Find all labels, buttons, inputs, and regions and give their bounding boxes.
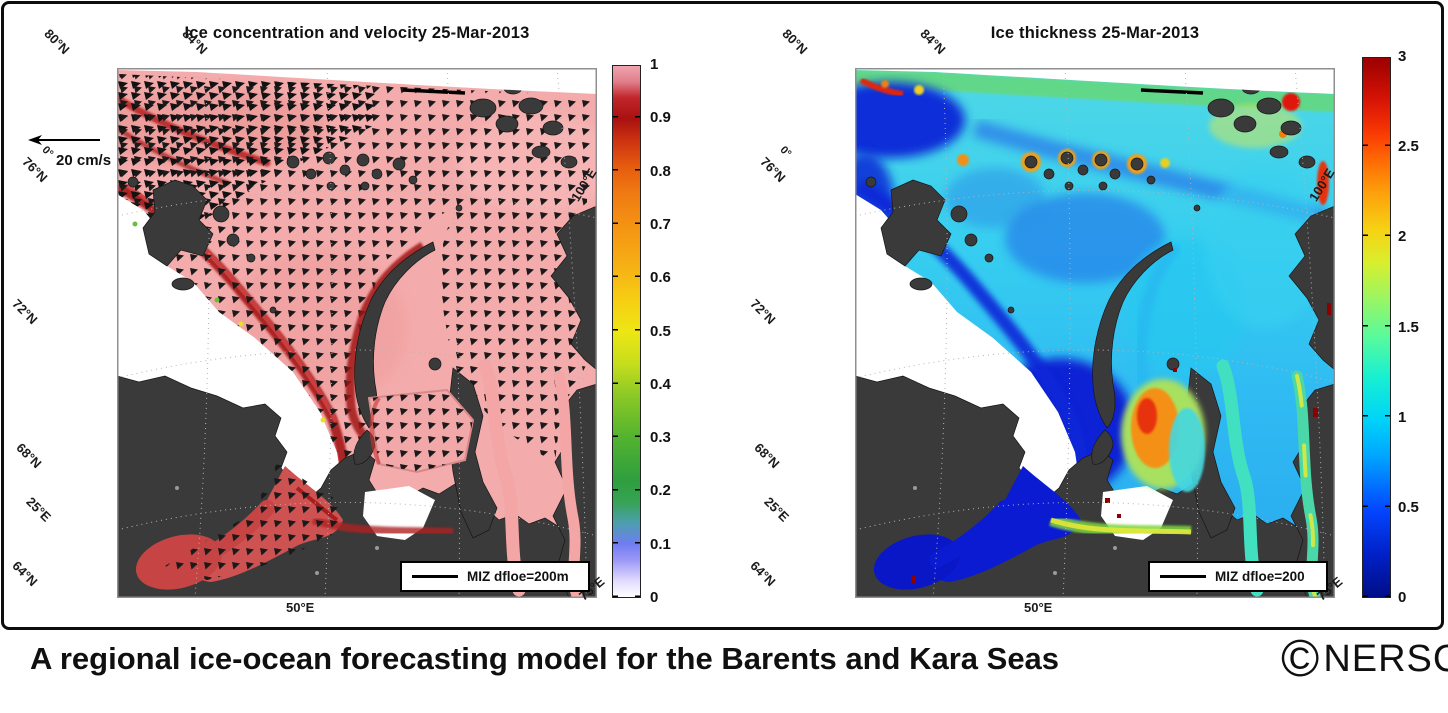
colorbar-tick: 0.4 <box>650 376 671 393</box>
colorbar-tick: 1.5 <box>1398 319 1419 336</box>
copyright-symbol: © <box>1281 630 1320 688</box>
colorbar-tick: 0.2 <box>650 482 671 499</box>
grid-label-50e: 50°E <box>1024 600 1053 615</box>
colorbar-tick: 0.1 <box>650 536 671 553</box>
colorbar-tick: 0.6 <box>650 269 671 286</box>
credit-text: NERSC <box>1323 637 1448 680</box>
velocity-scale-arrow <box>28 135 100 145</box>
colorbar-tick: 3 <box>1398 48 1407 65</box>
colorbar-tick: 0 <box>1398 589 1407 606</box>
coastal-thick-specks <box>911 303 1331 583</box>
axes-border <box>855 68 1335 598</box>
colorbar-tick: 2 <box>1398 228 1407 245</box>
axes-border <box>117 68 597 598</box>
right-plot-title: Ice thickness 25-Mar-2013 <box>990 24 1200 42</box>
colorbar-tick: 0 <box>650 589 659 606</box>
miz-contour-sample-line <box>412 575 458 578</box>
grid-label-50e: 50°E <box>286 600 315 615</box>
right-colorbar <box>1362 57 1391 598</box>
colorbar-tick: 0.3 <box>650 429 671 446</box>
colorbar-tick: 1 <box>1398 409 1407 426</box>
colorbar-tick: 0.5 <box>650 323 671 340</box>
left-plot-title: Ice concentration and velocity 25-Mar-20… <box>184 24 530 42</box>
velocity-scale-label: 20 cm/s <box>56 152 112 169</box>
left-legend-label: MIZ dfloe=200m <box>467 569 569 584</box>
left-map-ice-concentration <box>117 68 597 598</box>
right-map-ice-thickness <box>855 68 1335 598</box>
ob-estuary-thick-ice <box>1121 379 1205 492</box>
coastal-specks <box>132 221 326 423</box>
credit: © NERSC <box>1281 630 1448 688</box>
colorbar-tick: 0.7 <box>650 216 671 233</box>
right-legend-label: MIZ dfloe=200 <box>1215 569 1305 584</box>
figure-caption: A regional ice-ocean forecasting model f… <box>30 641 1060 676</box>
colorbar-tick: 0.9 <box>650 109 671 126</box>
colorbar-tick: 0.8 <box>650 163 671 180</box>
colorbar-tick: 2.5 <box>1398 138 1419 155</box>
colorbar-tick: 0.5 <box>1398 499 1419 516</box>
left-colorbar <box>612 65 641 598</box>
colorbar-tick: 1 <box>650 56 659 73</box>
miz-contour-sample-line <box>1160 575 1206 578</box>
left-legend: MIZ dfloe=200m <box>400 561 590 592</box>
right-legend: MIZ dfloe=200 <box>1148 561 1328 592</box>
